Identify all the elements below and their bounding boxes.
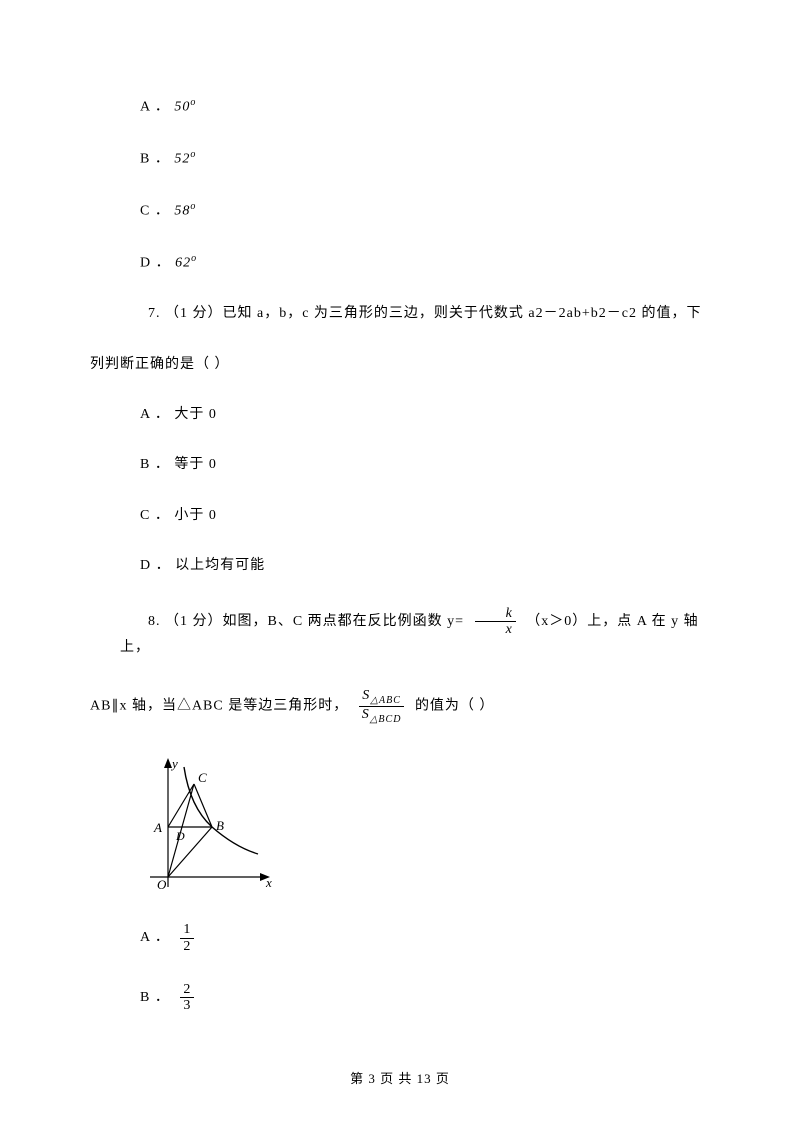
- q7-option-b: B ． 等于 0: [140, 454, 710, 476]
- opt-label: C ．: [140, 204, 170, 219]
- opt-label: A ．: [140, 930, 170, 945]
- q8-option-a: A ． 1 2: [140, 922, 710, 954]
- label-c: C: [198, 770, 207, 785]
- fraction-k-over-x: k x: [475, 606, 516, 638]
- fraction-1-2: 1 2: [180, 922, 194, 954]
- hyperbola-curve: [184, 767, 258, 854]
- opt-label: A ．: [140, 100, 170, 115]
- opt-value: 62o: [175, 251, 197, 275]
- q7-stem-line2: 列判断正确的是（ ）: [90, 354, 710, 376]
- label-x: x: [265, 875, 272, 890]
- opt-label: D ．: [140, 256, 171, 271]
- y-axis-arrow-icon: [164, 758, 172, 768]
- q7-option-d: D ． 以上均有可能: [140, 555, 710, 577]
- q7-stem-line1: 7. （1 分）已知 a，b，c 为三角形的三边，则关于代数式 a2－2ab+b…: [120, 303, 710, 325]
- label-y: y: [170, 756, 178, 771]
- q8-text2-part1: AB∥x 轴，当△ABC 是等边三角形时，: [90, 698, 348, 713]
- degree-icon: o: [190, 97, 196, 108]
- degree-icon: o: [190, 149, 196, 160]
- opt-value: 50o: [174, 95, 196, 119]
- label-b: B: [216, 818, 224, 833]
- fraction-sabc-over-sbcd: S△ABC S△BCD: [359, 688, 405, 725]
- q8-figure: y x O A B C D: [140, 752, 710, 902]
- q8-text-part1: 8. （1 分）如图，B、C 两点都在反比例函数 y=: [148, 614, 464, 629]
- opt-label: B ．: [140, 990, 170, 1005]
- degree-icon: o: [190, 201, 196, 212]
- opt-label: B ．: [140, 152, 170, 167]
- segment-ac: [168, 784, 194, 827]
- page-footer: 第 3 页 共 13 页: [0, 1069, 800, 1090]
- label-d: D: [175, 829, 185, 843]
- q8-stem-line2: AB∥x 轴，当△ABC 是等边三角形时， S△ABC S△BCD 的值为（ ）: [90, 688, 710, 725]
- opt-value: 58o: [174, 199, 196, 223]
- figure-svg: y x O A B C D: [140, 752, 280, 902]
- q7-option-a: A ． 大于 0: [140, 404, 710, 426]
- fraction-2-3: 2 3: [180, 982, 194, 1014]
- q8-stem-line1: 8. （1 分）如图，B、C 两点都在反比例函数 y= k x （x＞0）上，点…: [120, 606, 710, 660]
- degree-icon: o: [191, 253, 197, 264]
- q8-text2-part2: 的值为（ ）: [415, 698, 495, 713]
- opt-value: 52o: [174, 147, 196, 171]
- page-content: A ． 50o B ． 52o C ． 58o D ． 62o 7. （1 分）…: [0, 0, 800, 1014]
- label-a: A: [153, 820, 162, 835]
- q6-option-d: D ． 62o: [140, 251, 710, 275]
- q7-option-c: C ． 小于 0: [140, 505, 710, 527]
- q8-option-b: B ． 2 3: [140, 982, 710, 1014]
- segment-bc: [194, 784, 212, 827]
- q6-option-c: C ． 58o: [140, 199, 710, 223]
- label-o: O: [157, 877, 167, 892]
- q6-option-b: B ． 52o: [140, 147, 710, 171]
- q6-option-a: A ． 50o: [140, 95, 710, 119]
